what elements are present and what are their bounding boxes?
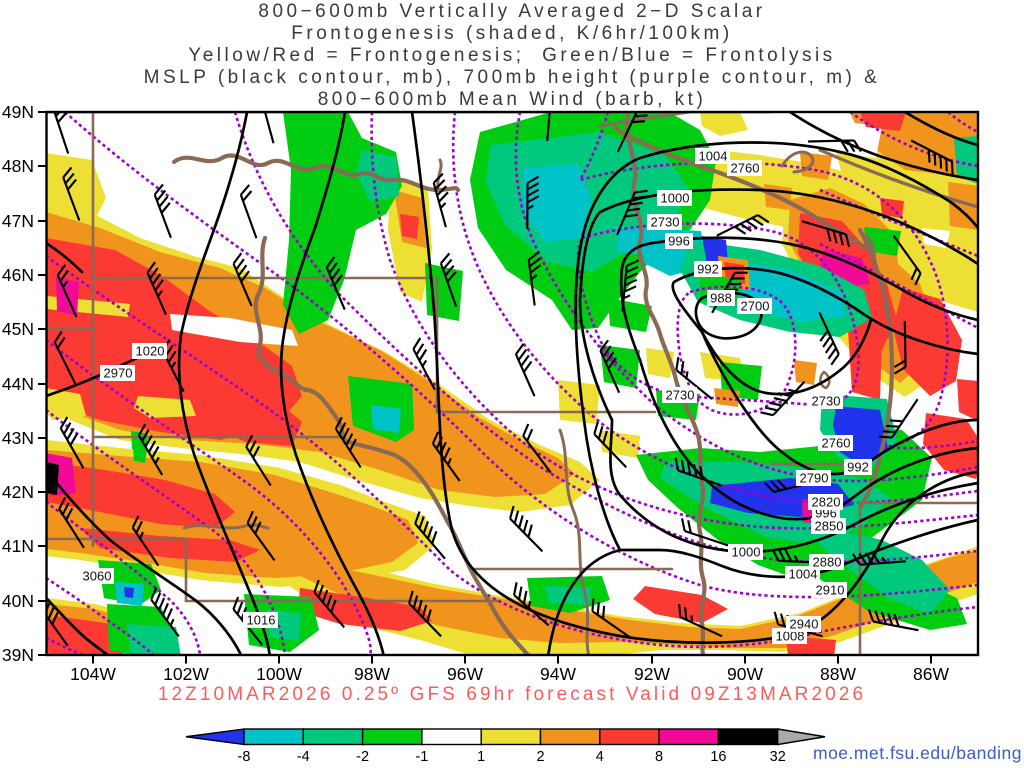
svg-text:2700: 2700	[741, 299, 770, 314]
svg-text:46N: 46N	[2, 265, 34, 285]
svg-text:2: 2	[536, 749, 544, 765]
svg-text:1000: 1000	[661, 191, 690, 206]
svg-text:996: 996	[668, 234, 690, 249]
svg-text:2790: 2790	[800, 471, 829, 486]
svg-text:2730: 2730	[651, 215, 680, 230]
svg-text:2730: 2730	[812, 394, 841, 409]
svg-text:2760: 2760	[822, 436, 851, 451]
svg-text:2850: 2850	[815, 519, 844, 534]
svg-text:41N: 41N	[2, 536, 34, 556]
svg-text:32: 32	[770, 749, 786, 765]
svg-text:2880: 2880	[813, 555, 842, 570]
svg-text:2970: 2970	[104, 366, 133, 381]
svg-text:86W: 86W	[913, 664, 949, 684]
svg-text:16: 16	[710, 749, 726, 765]
svg-text:2910: 2910	[816, 583, 845, 598]
svg-text:40N: 40N	[2, 591, 34, 611]
svg-text:1008: 1008	[776, 629, 805, 644]
svg-text:45N: 45N	[2, 319, 34, 339]
svg-text:-1: -1	[415, 749, 428, 765]
svg-text:1004: 1004	[789, 567, 818, 582]
svg-text:1016: 1016	[247, 613, 276, 628]
svg-text:3060: 3060	[83, 569, 112, 584]
svg-text:2940: 2940	[790, 617, 819, 632]
svg-text:88W: 88W	[820, 664, 856, 684]
svg-text:2760: 2760	[731, 161, 760, 176]
svg-text:42N: 42N	[2, 482, 34, 502]
svg-text:47N: 47N	[2, 211, 34, 231]
svg-text:1000: 1000	[732, 545, 761, 560]
svg-text:-8: -8	[238, 749, 251, 765]
svg-text:988: 988	[710, 291, 732, 306]
svg-text:1004: 1004	[699, 149, 728, 164]
svg-text:992: 992	[847, 460, 869, 475]
svg-text:-4: -4	[297, 749, 310, 765]
svg-text:4: 4	[596, 749, 604, 765]
svg-text:102W: 102W	[163, 664, 209, 684]
svg-text:43N: 43N	[2, 428, 34, 448]
svg-text:49N: 49N	[2, 102, 34, 122]
svg-text:992: 992	[697, 262, 719, 277]
svg-text:1: 1	[477, 749, 485, 765]
svg-text:94W: 94W	[540, 664, 576, 684]
svg-text:39N: 39N	[2, 645, 34, 665]
svg-text:100W: 100W	[256, 664, 302, 684]
svg-text:-2: -2	[356, 749, 369, 765]
svg-text:48N: 48N	[2, 156, 34, 176]
svg-text:8: 8	[655, 749, 663, 765]
svg-text:90W: 90W	[727, 664, 763, 684]
svg-text:2820: 2820	[812, 495, 841, 510]
svg-text:2730: 2730	[666, 388, 695, 403]
svg-text:104W: 104W	[70, 664, 116, 684]
svg-text:1020: 1020	[136, 344, 165, 359]
svg-text:44N: 44N	[2, 374, 34, 394]
svg-text:96W: 96W	[447, 664, 483, 684]
svg-text:98W: 98W	[354, 664, 390, 684]
svg-text:92W: 92W	[634, 664, 670, 684]
